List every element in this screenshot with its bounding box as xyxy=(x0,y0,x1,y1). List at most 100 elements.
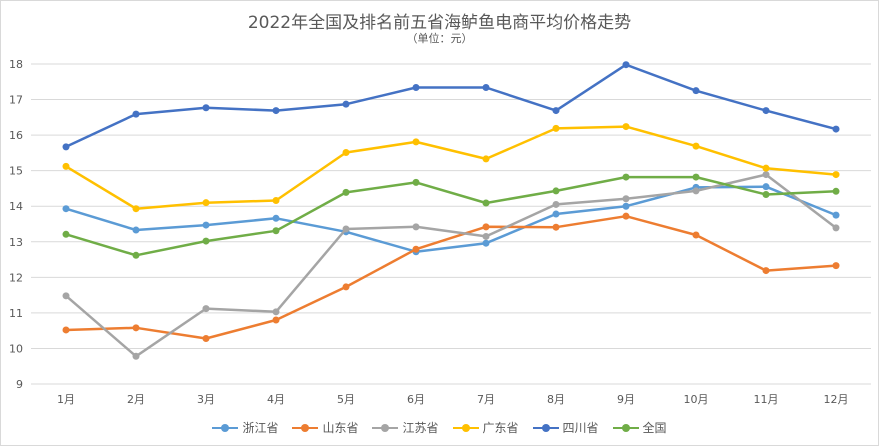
series-3-point xyxy=(832,224,840,232)
legend-label: 浙江省 xyxy=(242,421,279,435)
series-3-point xyxy=(622,195,630,203)
series-5-point xyxy=(272,107,280,115)
series-4-point xyxy=(622,123,630,131)
y-tick-label: 12 xyxy=(9,271,23,284)
series-5-point xyxy=(342,100,350,108)
x-tick-label: 2月 xyxy=(127,393,145,406)
legend-label: 四川省 xyxy=(562,421,599,435)
series-line-5 xyxy=(64,63,838,149)
series-line-6 xyxy=(64,175,838,257)
series-5-point xyxy=(692,87,700,95)
series-3-point xyxy=(552,200,560,208)
series-5-point xyxy=(62,143,70,151)
series-1-point xyxy=(202,221,210,229)
series-6-point xyxy=(202,237,210,245)
series-3-point xyxy=(482,232,490,240)
series-6-point xyxy=(132,251,140,259)
x-tick-label: 4月 xyxy=(267,393,285,406)
legend-swatch xyxy=(532,423,559,433)
legend-label: 山东省 xyxy=(322,421,359,435)
series-2-point xyxy=(342,283,350,291)
series-5-point xyxy=(482,83,490,91)
y-tick-label: 13 xyxy=(9,236,23,249)
legend-swatch xyxy=(452,423,479,433)
y-tick-label: 9 xyxy=(16,378,23,391)
series-5-point xyxy=(202,104,210,112)
series-3-point xyxy=(692,187,700,195)
y-tick-label: 10 xyxy=(9,342,23,355)
series-6-point xyxy=(622,173,630,181)
y-tick-label: 15 xyxy=(9,165,23,178)
y-tick-label: 16 xyxy=(9,129,23,142)
series-2-point xyxy=(622,212,630,220)
series-1-point xyxy=(132,226,140,234)
x-tick-label: 5月 xyxy=(337,393,355,406)
series-6-point xyxy=(482,199,490,207)
legend-item-1: 浙江省 xyxy=(212,419,278,436)
x-tick-label: 8月 xyxy=(547,393,565,406)
series-5-point xyxy=(552,107,560,115)
legend-item-4: 广东省 xyxy=(452,419,519,436)
series-1-point xyxy=(552,210,560,218)
series-4-point xyxy=(272,197,280,205)
series-1-point xyxy=(482,239,490,247)
series-1-point xyxy=(832,211,840,219)
series-line-3 xyxy=(64,173,838,358)
x-tick-label: 7月 xyxy=(477,393,495,406)
series-6-point xyxy=(762,190,770,198)
legend-swatch xyxy=(612,423,639,433)
series-5-point xyxy=(832,125,840,133)
chart-legend: 浙江省 山东省 江苏省 广东省 四川省 全国 xyxy=(1,419,878,436)
series-2-point xyxy=(762,267,770,275)
series-6-point xyxy=(692,173,700,181)
series-6-point xyxy=(342,188,350,196)
series-3-point xyxy=(132,352,140,360)
series-3-point xyxy=(62,292,70,300)
series-5-point xyxy=(412,83,420,91)
series-3-point xyxy=(342,225,350,233)
series-6-point xyxy=(832,187,840,195)
y-tick-label: 18 xyxy=(9,58,23,71)
series-5-point xyxy=(132,110,140,118)
series-6-point xyxy=(272,227,280,235)
series-4-point xyxy=(132,205,140,213)
chart-subtitle: （单位：元） xyxy=(406,32,473,45)
series-3-point xyxy=(202,305,210,313)
legend-label: 广东省 xyxy=(482,421,519,435)
legend-label: 全国 xyxy=(642,421,667,435)
legend-item-5: 四川省 xyxy=(532,419,599,436)
series-4-point xyxy=(552,124,560,132)
series-3-point xyxy=(272,308,280,316)
legend-swatch xyxy=(372,423,399,433)
series-2-point xyxy=(482,223,490,231)
series-4-point xyxy=(832,171,840,179)
x-tick-label: 11月 xyxy=(754,393,779,406)
series-line-4 xyxy=(64,125,838,210)
series-4-point xyxy=(62,162,70,170)
chart-title: 2022年全国及排名前五省海鲈鱼电商平均价格走势 xyxy=(247,13,632,33)
y-tick-label: 11 xyxy=(9,307,23,320)
series-line-2 xyxy=(64,214,838,340)
series-4-point xyxy=(342,149,350,157)
series-1-point xyxy=(622,202,630,210)
series-4-point xyxy=(412,138,420,146)
legend-label: 江苏省 xyxy=(402,421,439,435)
series-2-point xyxy=(62,326,70,334)
x-tick-label: 9月 xyxy=(617,393,635,406)
series-6-point xyxy=(62,230,70,238)
series-4-point xyxy=(762,164,770,172)
series-6-point xyxy=(412,178,420,186)
series-4-point xyxy=(692,142,700,150)
series-4-point xyxy=(482,155,490,163)
y-tick-label: 17 xyxy=(9,94,23,107)
y-tick-label: 14 xyxy=(9,200,23,213)
x-tick-label: 6月 xyxy=(407,393,425,406)
series-2-point xyxy=(132,324,140,332)
series-3-point xyxy=(762,171,770,179)
legend-swatch xyxy=(292,423,319,433)
series-4-point xyxy=(202,199,210,207)
series-2-point xyxy=(412,245,420,253)
series-2-point xyxy=(692,231,700,239)
